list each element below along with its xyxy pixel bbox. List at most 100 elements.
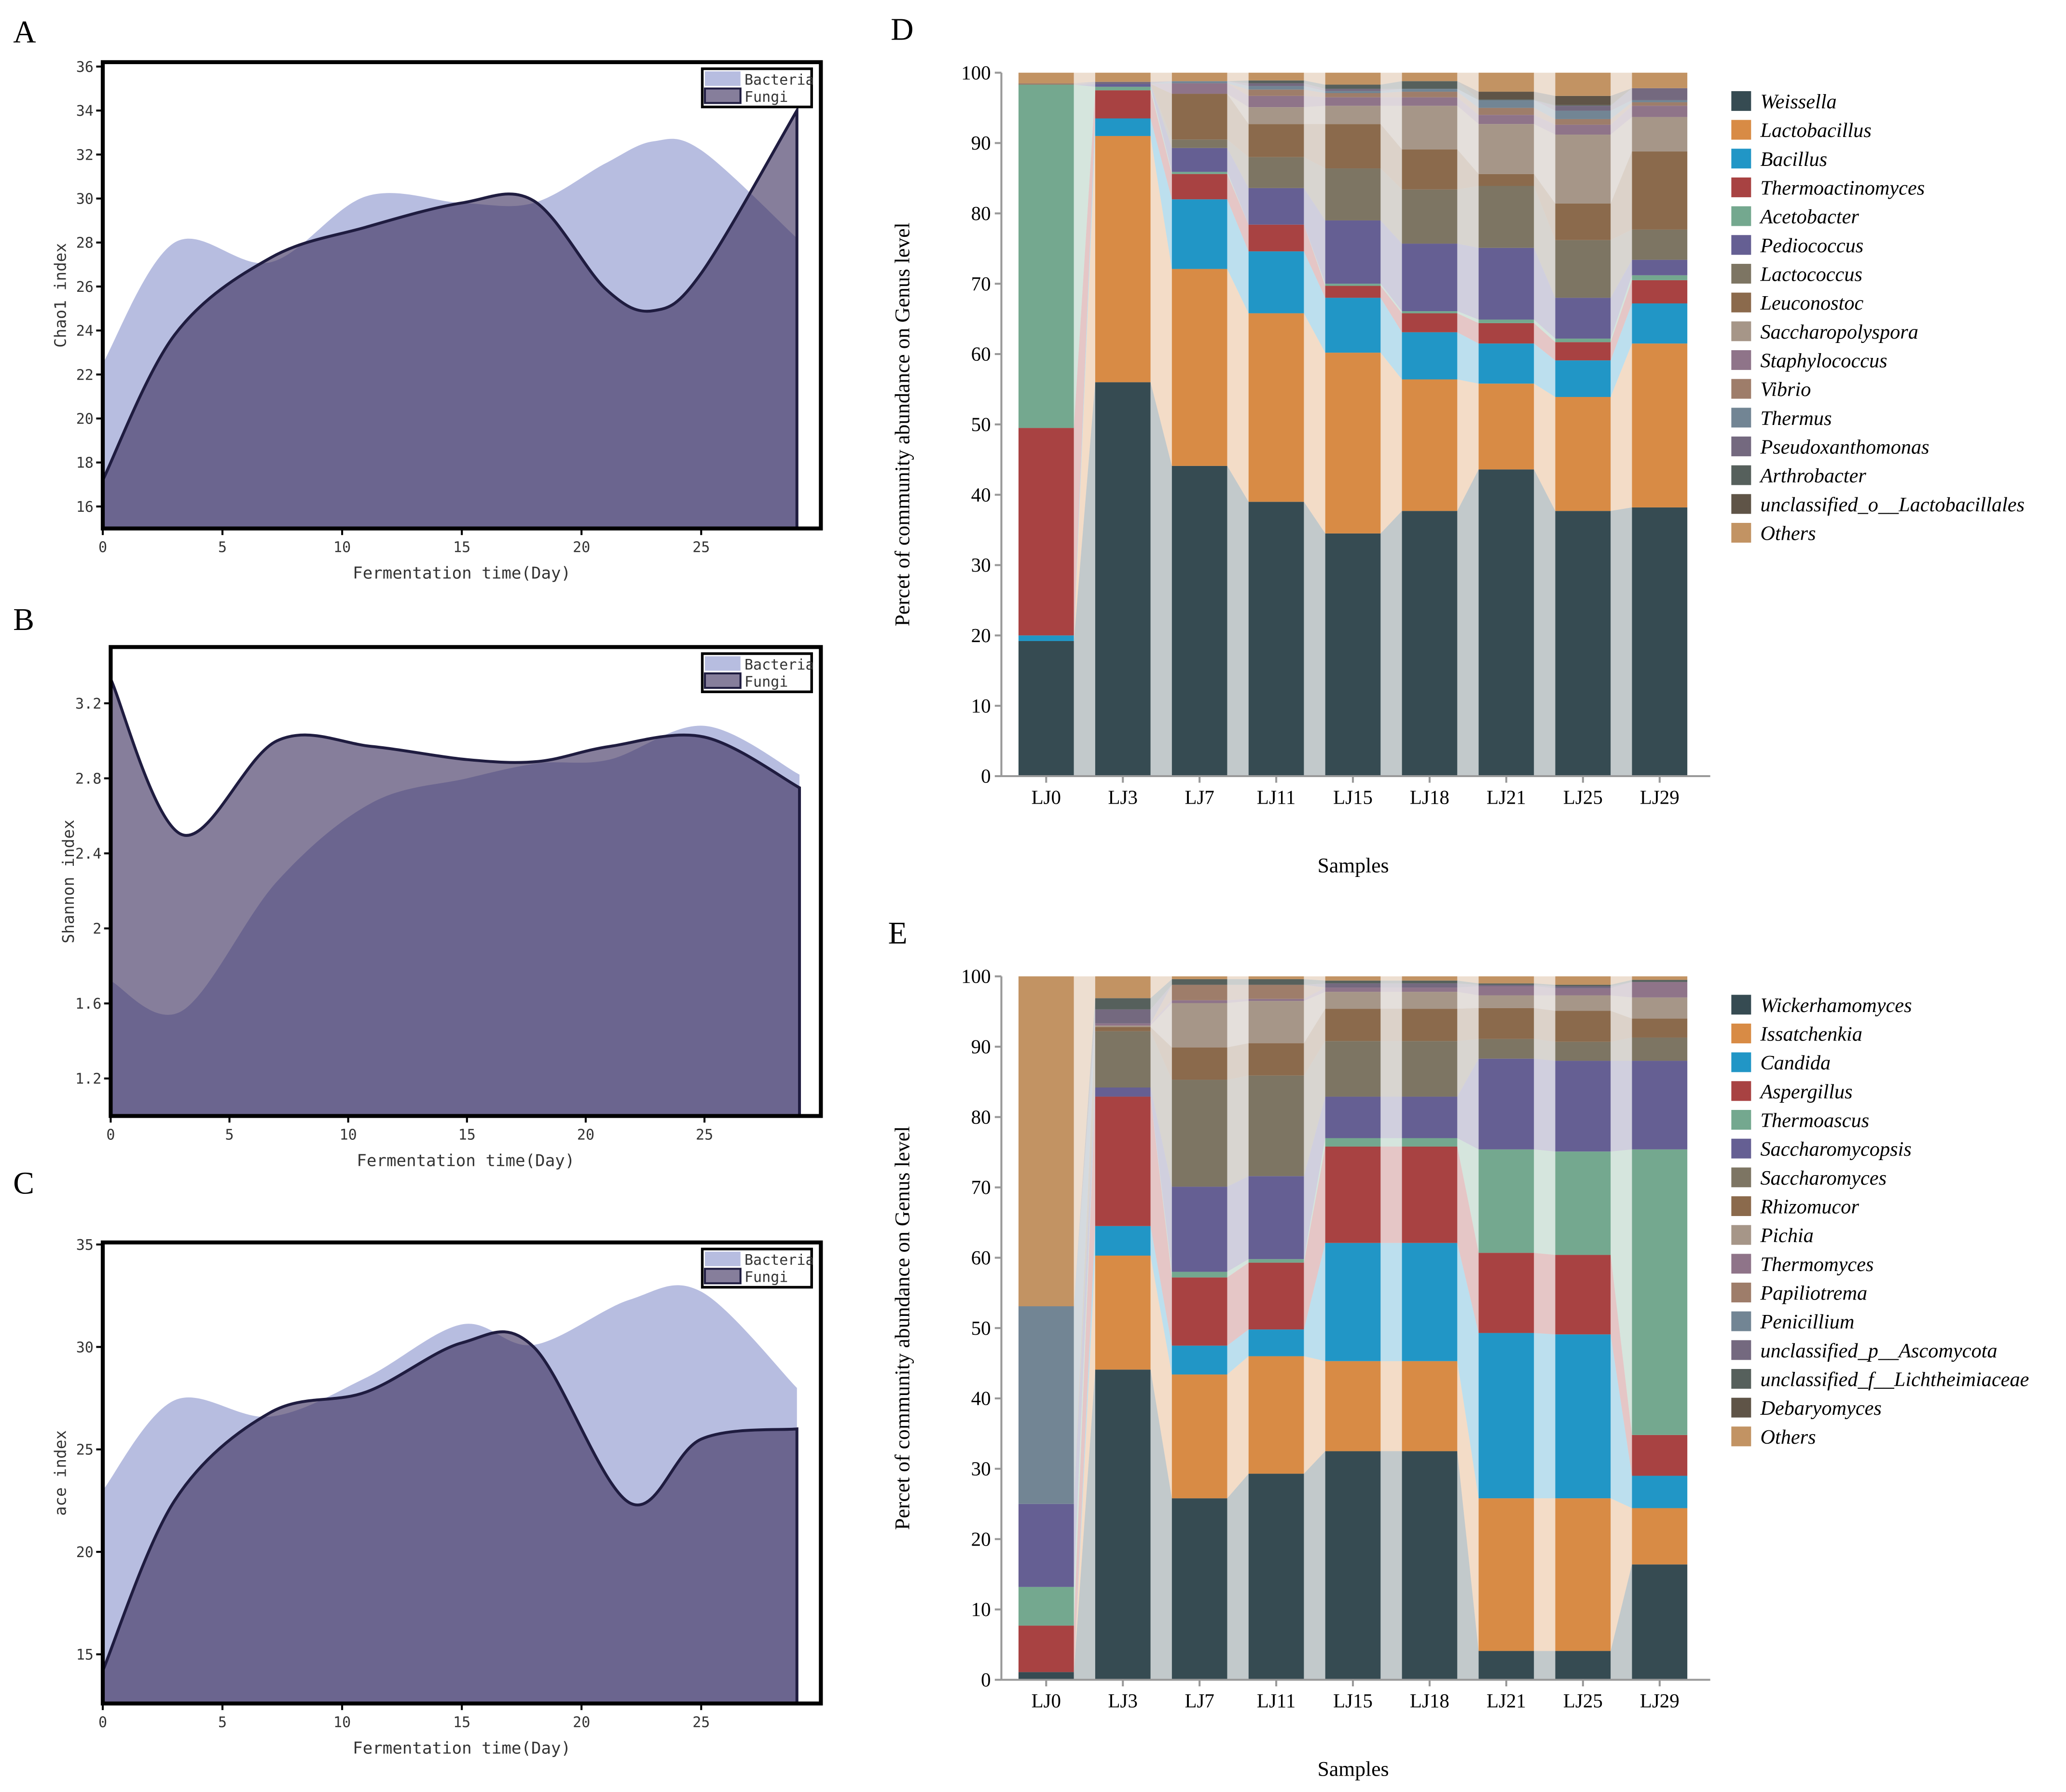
bar-segment-rhizomucor	[1171, 1047, 1227, 1080]
y-tick-label: 30	[76, 191, 94, 208]
flow-band-saccharomyces	[1611, 1037, 1632, 1061]
x-tick-label: LJ11	[1257, 786, 1295, 808]
bar-segment-thermomyces	[1325, 987, 1381, 992]
flow-band-others	[1304, 72, 1325, 85]
flow-band-others	[1074, 976, 1095, 1307]
x-tick-label: 10	[340, 1127, 357, 1144]
y-tick-label: 15	[76, 1646, 94, 1663]
y-tick-label: 10	[971, 695, 991, 717]
flow-band-papiliotrema	[1304, 985, 1325, 999]
bar-segment-saccharopolyspora	[1402, 106, 1458, 150]
flow-band-pichia	[1227, 1001, 1249, 1048]
y-axis-title: Percet of community abundance on Genus l…	[891, 222, 914, 626]
bar-segment-thermoascus	[1018, 1587, 1074, 1626]
legend-swatch-fungi	[703, 87, 742, 104]
flow-band-staphylococcus	[1534, 115, 1556, 135]
bar-segment-leuconostoc	[1402, 149, 1458, 190]
bar-segment-pediococcus	[1478, 247, 1534, 320]
bar-segment-thermomyces	[1095, 1023, 1151, 1026]
flow-band-wickerhamomyces	[1457, 1451, 1479, 1680]
bar-segment-acetobacter	[1325, 284, 1381, 286]
bar-segment-candida	[1555, 1334, 1611, 1499]
chao1-area-chart: 0 5 10 15 20 25 16 18 20 22 24 26 28 30 32 34 36 Fermenta…	[52, 59, 823, 583]
x-tick-label: LJ25	[1563, 786, 1603, 808]
bar-segment-candida	[1095, 1226, 1151, 1256]
bar-segment-arthrobacter	[1478, 99, 1534, 100]
x-tick-label: 15	[458, 1127, 476, 1144]
legend-swatch-staphylococcus	[1731, 350, 1751, 370]
flow-band-thermomyces	[1611, 982, 1632, 998]
bar-segment-penicillium	[1018, 1306, 1074, 1504]
legend-swatch-vibrio	[1731, 379, 1751, 399]
flow-band-thermoascus	[1534, 1149, 1556, 1255]
y-tick-label: 36	[76, 59, 94, 76]
flow-band-penicillium	[1074, 1023, 1095, 1504]
fungi-line	[109, 678, 801, 1116]
flow-band-unclassified-o-lactobacillales	[1457, 81, 1479, 100]
flow-band-thermoascus	[1611, 1149, 1632, 1435]
bar-segment-issatchenkia	[1478, 1498, 1534, 1651]
flow-band-pichia	[1380, 992, 1402, 1009]
legend-label-thermomyces: Thermomyces	[1760, 1253, 1873, 1276]
y-tick-label: 30	[971, 554, 991, 576]
y-tick-label: 22	[76, 367, 94, 383]
bar-segment-unclassified-p-ascomycota	[1095, 1009, 1151, 1024]
bar-segment-thermoactinomyces	[1478, 323, 1534, 344]
y-axis-title: Percet of community abundance on Genus l…	[891, 1126, 914, 1530]
flow-band-thermoascus	[1457, 1138, 1479, 1253]
bar-segment-pediococcus	[1402, 244, 1458, 312]
flow-band-pediococcus	[1611, 260, 1632, 339]
bar-segment-unclassified-f-lichtheimiaceae	[1478, 983, 1534, 985]
y-tick-label: 60	[971, 343, 991, 365]
flow-band-bacillus	[1304, 251, 1325, 353]
bar-segment-thermus	[1325, 91, 1381, 93]
bar-segment-staphylococcus	[1632, 106, 1688, 117]
flow-band-thermoactinomyces	[1380, 286, 1402, 332]
legend-label-others: Others	[1760, 1426, 1816, 1449]
flow-band-rhizomucor	[1611, 1011, 1632, 1042]
bar-segment-weissella	[1248, 502, 1304, 776]
flow-band-unclassified-p-ascomycota	[1534, 985, 1556, 988]
flow-band-bacillus	[1150, 118, 1172, 269]
legend-label-thermus: Thermus	[1760, 407, 1832, 430]
bar-segment-thermomyces	[1248, 999, 1304, 1001]
bar-segment-bacillus	[1095, 118, 1151, 136]
bar-segment-staphylococcus	[1325, 97, 1381, 106]
bar-segment-vibrio	[1018, 83, 1074, 85]
bar-segment-saccharomycopsis	[1402, 1096, 1458, 1138]
flow-band-weissella	[1380, 511, 1402, 776]
bar-segment-unclassified-f-lichtheimiaceae	[1555, 985, 1611, 986]
bar-segment-saccharomycopsis	[1248, 1176, 1304, 1259]
flow-band-acetobacter	[1380, 284, 1402, 314]
flow-band-others	[1227, 976, 1249, 979]
flow-band-saccharomycopsis	[1611, 1061, 1632, 1152]
bar-segment-thermoascus	[1248, 1259, 1304, 1263]
bar-segment-others	[1632, 976, 1688, 980]
flow-band-vibrio	[1611, 102, 1632, 125]
bar-segment-pediococcus	[1632, 260, 1688, 275]
y-tick-label: 50	[971, 1317, 991, 1339]
flow-band-staphylococcus	[1227, 83, 1249, 108]
y-tick-label: 32	[76, 147, 94, 164]
legend-swatch-bacteria	[705, 656, 741, 671]
legend-label-others: Others	[1760, 522, 1816, 545]
bar-segment-thermomyces	[1632, 982, 1688, 998]
bar-segment-wickerhamomyces	[1555, 1651, 1611, 1680]
bar-segment-unclassified-o-lactobacillales	[1478, 92, 1534, 100]
flow-band-thermus	[1457, 89, 1479, 108]
flow-band-candida	[1227, 1329, 1249, 1375]
flow-band-saccharomyces	[1457, 1039, 1479, 1097]
bar-segment-thermoactinomyces	[1171, 174, 1227, 200]
bar-segment-unclassified-f-lichtheimiaceae	[1402, 980, 1458, 984]
bar-segment-pseudoxanthomonas	[1095, 82, 1151, 84]
flow-band-staphylococcus	[1457, 97, 1479, 124]
bar-segment-others	[1018, 72, 1074, 83]
legend-swatch-lactobacillus	[1731, 120, 1751, 140]
bar-segment-acetobacter	[1402, 311, 1458, 314]
legend-swatch-arthrobacter	[1731, 465, 1751, 485]
flow-band-others	[1150, 72, 1172, 82]
flow-band-thermus	[1227, 81, 1249, 90]
bar-segment-thermoascus	[1555, 1151, 1611, 1255]
flow-band-pediococcus	[1457, 244, 1479, 320]
bar-segment-rhizomucor	[1478, 1008, 1534, 1039]
